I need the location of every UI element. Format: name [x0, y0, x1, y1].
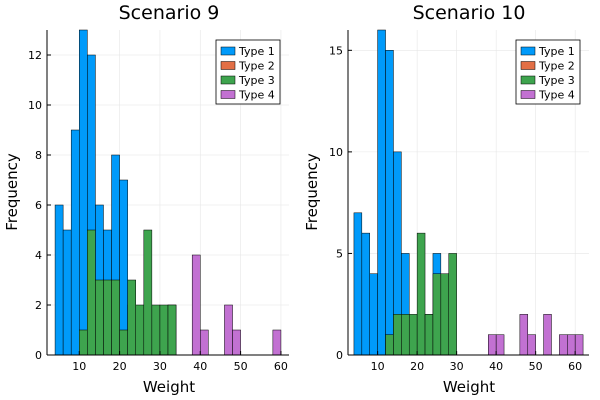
y-tick-label: 0: [35, 349, 42, 362]
y-tick-label: 12: [28, 49, 42, 62]
y-tick-label: 10: [28, 99, 42, 112]
scenario-9-xlabel: Weight: [143, 378, 195, 396]
type-4-legend-swatch: [220, 90, 236, 99]
type-3-bar: [103, 279, 112, 356]
type-4-bar: [495, 334, 505, 356]
scenario-9-title: Scenario 9: [119, 2, 220, 24]
type-1-legend-swatch: [520, 46, 536, 56]
type-4-bar: [527, 334, 536, 356]
type-1-legend-swatch: [220, 46, 236, 56]
type-4-legend-label: Type 4: [238, 89, 275, 102]
type-3-bar: [393, 314, 402, 356]
y-tick-label: 6: [35, 199, 42, 212]
type-3-bar: [416, 232, 426, 356]
type-2-legend-swatch: [520, 61, 536, 70]
type-1-bar: [54, 204, 64, 356]
type-3-bar: [167, 304, 177, 356]
type-1-bar: [369, 273, 378, 356]
type-4-bar: [488, 334, 497, 356]
x-tick-label: 20: [113, 360, 127, 373]
type-3-bar: [143, 229, 153, 356]
type-3-bar: [432, 273, 442, 356]
type-4-bar: [559, 334, 568, 356]
type-4-bar: [519, 314, 529, 356]
scenario-10-panel: Scenario 10 Weight Frequency 10 20 30 40 50 6…: [303, 2, 589, 396]
y-tick-label: 0: [336, 349, 343, 362]
x-tick-label: 50: [529, 360, 543, 373]
type-4-bar: [567, 334, 576, 356]
type-1-bar: [70, 129, 80, 356]
x-tick-label: 10: [371, 360, 385, 373]
type-3-legend-label: Type 3: [538, 74, 575, 87]
y-tick-label: 4: [35, 249, 42, 262]
type-3-bar: [127, 279, 136, 356]
type-3-bar: [440, 273, 449, 356]
type-3-bar: [79, 329, 88, 356]
type-4-legend-swatch: [520, 90, 536, 99]
scenario-10-title: Scenario 10: [413, 2, 526, 24]
type-2-legend-label: Type 2: [538, 60, 575, 73]
x-tick-label: 30: [450, 360, 464, 373]
type-4-legend-label: Type 4: [538, 89, 575, 102]
type-4-bar: [224, 304, 233, 356]
x-tick-label: 50: [234, 360, 248, 373]
type-4-bar: [574, 334, 584, 356]
type-3-bar: [135, 304, 145, 356]
type-2-legend-label: Type 2: [238, 60, 275, 73]
type-4-bar: [272, 329, 282, 356]
type-3-bar: [448, 253, 457, 356]
type-3-legend-swatch: [520, 75, 536, 85]
y-tick-label: 2: [35, 299, 42, 312]
type-1-bar: [377, 29, 386, 356]
type-4-bar: [191, 254, 201, 356]
x-tick-label: 20: [410, 360, 424, 373]
scenario-10-xlabel: Weight: [443, 378, 495, 396]
type-1-bar: [353, 212, 363, 356]
type-3-bar: [95, 279, 104, 356]
type-3-bar: [87, 229, 96, 356]
x-tick-label: 10: [72, 360, 86, 373]
type-1-bar: [62, 229, 72, 356]
type-1-bar: [361, 232, 370, 356]
type-3-legend-label: Type 3: [238, 74, 275, 87]
type-3-bar: [424, 314, 434, 356]
y-tick-label: 10: [329, 146, 343, 159]
x-tick-label: 30: [153, 360, 167, 373]
type-3-bar: [111, 279, 120, 356]
y-tick-label: 5: [336, 247, 343, 260]
type-3-bar: [151, 304, 161, 356]
type-1-bar: [385, 50, 394, 356]
x-tick-label: 40: [489, 360, 503, 373]
type-1-bar: [119, 179, 128, 356]
type-1-legend-label: Type 1: [238, 45, 275, 58]
type-3-bar: [385, 334, 394, 356]
type-1-bar: [79, 29, 88, 356]
type-3-bar: [159, 304, 169, 356]
y-tick-label: 15: [329, 44, 343, 57]
scenario-9-ylabel: Frequency: [3, 153, 21, 231]
type-4-bar: [200, 329, 209, 356]
type-3-bar: [408, 314, 418, 356]
x-tick-label: 60: [274, 360, 288, 373]
type-1-legend-label: Type 1: [538, 45, 575, 58]
type-4-bar: [232, 329, 241, 356]
type-3-legend-swatch: [220, 75, 236, 85]
type-4-bar: [543, 314, 552, 356]
x-tick-label: 60: [568, 360, 582, 373]
y-tick-label: 8: [35, 149, 42, 162]
type-3-bar: [119, 329, 128, 356]
type-2-legend-swatch: [220, 61, 236, 70]
type-3-bar: [401, 314, 410, 356]
scenario-9-panel: Scenario 9 Weight Frequency 10 20 30 40 50 60…: [3, 2, 289, 396]
scenario-10-ylabel: Frequency: [303, 153, 321, 231]
x-tick-label: 40: [193, 360, 207, 373]
